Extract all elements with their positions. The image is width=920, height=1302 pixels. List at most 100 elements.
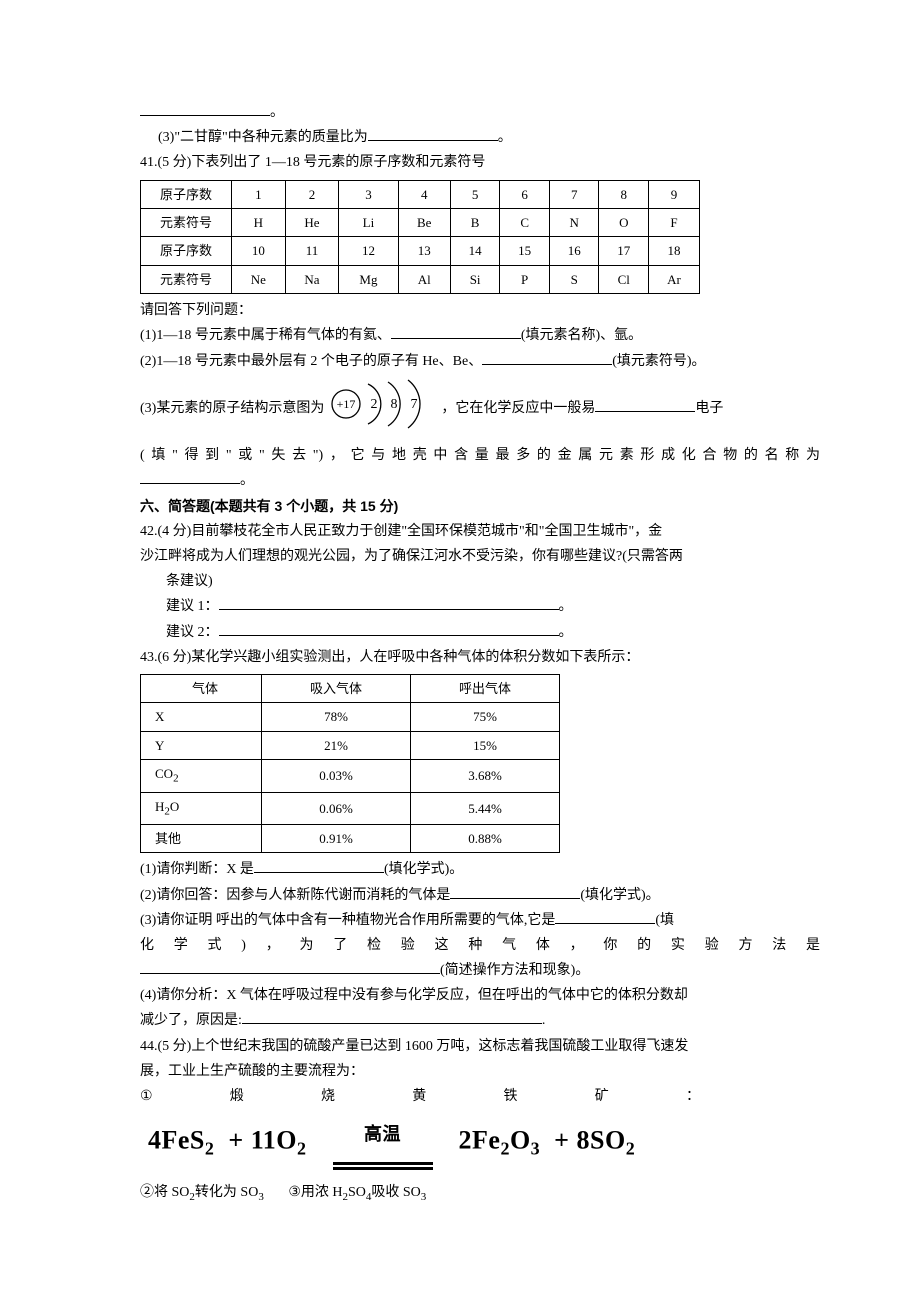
nucleus-label: +17: [336, 397, 355, 411]
cell: 3: [339, 180, 398, 208]
text: CO: [155, 766, 173, 781]
q41-3: (3)某元素的原子结构示意图为 +17 2 8 7 ，它在化学反应中一般易电子: [140, 374, 820, 444]
q41-intro: 41.(5 分)下表列出了 1—18 号元素的原子序数和元素符号: [140, 150, 820, 175]
cell: 7: [549, 180, 599, 208]
text: 煅: [230, 1084, 244, 1109]
cell: 1: [232, 180, 286, 208]
cell: CO2: [141, 760, 262, 792]
blank: [450, 884, 580, 899]
q43-3: (3)请你证明 呼出的气体中含有一种植物光合作用所需要的气体,它是 (填: [140, 908, 820, 933]
text: 减少了，原因是:: [140, 1013, 242, 1028]
cell-label: 元素符号: [141, 265, 232, 293]
sub: 2: [500, 1139, 510, 1159]
sub: 2: [626, 1139, 636, 1159]
cell: Y: [141, 731, 262, 759]
cell: Mg: [339, 265, 398, 293]
blank: [140, 469, 240, 484]
q44-step1: ① 煅 烧 黄 铁 矿 ：: [140, 1084, 700, 1109]
text: (填: [655, 913, 674, 928]
text: 。: [498, 130, 512, 145]
text: 电子: [695, 401, 723, 416]
elements-table: 原子序数 1 2 3 4 5 6 7 8 9 元素符号 H He Li Be B…: [140, 180, 700, 295]
text: 转化为 SO: [195, 1185, 258, 1200]
cell: 其他: [141, 824, 262, 852]
text: 铁: [504, 1084, 518, 1109]
text: (1)请你判断：X 是: [140, 862, 254, 877]
text: ①: [140, 1084, 153, 1109]
blank: [555, 909, 655, 924]
text: 展，工业上生产硫酸的主要流程为：: [140, 1059, 820, 1084]
q43-1: (1)请你判断：X 是(填化学式)。: [140, 857, 820, 882]
cell: H2O: [141, 792, 262, 824]
cell: Ar: [649, 265, 700, 293]
gas-table: 气体 吸入气体 呼出气体 X 78% 75% Y 21% 15% CO2 0.0…: [140, 674, 560, 853]
sub: 2: [164, 805, 170, 817]
cell-label: 原子序数: [141, 180, 232, 208]
text: (1)1—18 号元素中属于稀有气体的有氦、: [140, 328, 391, 343]
cell: 11: [285, 237, 339, 265]
q41-prompt: 请回答下列问题：: [140, 298, 820, 323]
svg-text:8: 8: [390, 397, 397, 412]
text: 。: [559, 625, 573, 640]
cell: 13: [398, 237, 450, 265]
q41-3-blank: 。: [140, 468, 820, 493]
q42: 42.(4 分)目前攀枝花全市人民正致力于创建"全国环保模范城市"和"全国卫生城…: [140, 519, 820, 645]
cell: Li: [339, 208, 398, 236]
cell: 21%: [262, 731, 411, 759]
cell: 14: [450, 237, 500, 265]
q43-4b: 减少了，原因是:.: [140, 1008, 820, 1033]
double-line-icon: [333, 1162, 433, 1170]
cell: 12: [339, 237, 398, 265]
text: 41.(5 分)下表列出了 1—18 号元素的原子序数和元素符号: [140, 155, 485, 170]
blank: [242, 1009, 542, 1024]
cell: 10: [232, 237, 286, 265]
q41-3-cont: (填"得到"或"失去")，它与地壳中含量最多的金属元素形成化合物的名称为: [140, 443, 820, 468]
sub: 3: [421, 1191, 427, 1203]
eq-rhs1b: O: [510, 1126, 531, 1155]
cell: Si: [450, 265, 500, 293]
q44: 44.(5 分)上个世纪末我国的硫酸产量已达到 1600 万吨，这标志着我国硫酸…: [140, 1034, 820, 1110]
text: (填元素名称)、氩。: [521, 328, 642, 343]
blank: [254, 858, 384, 873]
text: (4)请你分析：X 气体在呼吸过程中没有参与化学反应，但在呼出的气体中它的体积分…: [140, 988, 688, 1003]
cell: 5.44%: [411, 792, 560, 824]
text: ：: [686, 1084, 700, 1109]
cell: 0.88%: [411, 824, 560, 852]
cell: 16: [549, 237, 599, 265]
text: (3)请你证明 呼出的气体中含有一种植物光合作用所需要的气体,它是: [140, 913, 555, 928]
label: 建议 2：: [166, 625, 219, 640]
table-row: CO2 0.03% 3.68%: [141, 760, 560, 792]
cell: C: [500, 208, 550, 236]
cell: P: [500, 265, 550, 293]
cell: O: [599, 208, 649, 236]
q41-1: (1)1—18 号元素中属于稀有气体的有氦、 (填元素名称)、氩。: [140, 323, 820, 348]
text: 条建议): [140, 569, 820, 594]
sub: 2: [173, 773, 179, 785]
plus: +: [554, 1126, 569, 1155]
cell: H: [232, 208, 286, 236]
suggestion-2: 建议 2： 。: [140, 620, 820, 645]
table-row: H2O 0.06% 5.44%: [141, 792, 560, 824]
cell: 78%: [262, 703, 411, 731]
table-row: 气体 吸入气体 呼出气体: [141, 674, 560, 702]
cell: B: [450, 208, 500, 236]
text: (简述操作方法和现象)。: [440, 963, 589, 978]
text: (2)请你回答：因参与人体新陈代谢而消耗的气体是: [140, 888, 450, 903]
text: (填"得到"或"失去")，它与地壳中含量最多的金属元素形成化合物的名称为: [140, 448, 820, 463]
text: (填元素符号)。: [612, 354, 705, 369]
blank: [219, 595, 559, 610]
cell: He: [285, 208, 339, 236]
cell: Al: [398, 265, 450, 293]
table-row: 其他 0.91% 0.88%: [141, 824, 560, 852]
sub: 2: [205, 1139, 215, 1159]
eq-lhs2: 11O: [251, 1126, 297, 1155]
text: (2)1—18 号元素中最外层有 2 个电子的原子有 He、Be、: [140, 354, 482, 369]
text: 吸收 SO: [371, 1185, 420, 1200]
blank: [140, 101, 270, 116]
q44-steps-23: ②将 SO2转化为 SO3 ③用浓 H2SO4吸收 SO3: [140, 1180, 820, 1208]
chemical-equation: 4FeS2 + 11O2 高温 2Fe2O3 + 8SO2: [140, 1109, 820, 1180]
cell: Ne: [232, 265, 286, 293]
cell: 75%: [411, 703, 560, 731]
q41-2: (2)1—18 号元素中最外层有 2 个电子的原子有 He、Be、 (填元素符号)…: [140, 349, 820, 374]
q43-intro: 43.(6 分)某化学兴趣小组实验测出，人在呼吸中各种气体的体积分数如下表所示：: [140, 645, 820, 670]
